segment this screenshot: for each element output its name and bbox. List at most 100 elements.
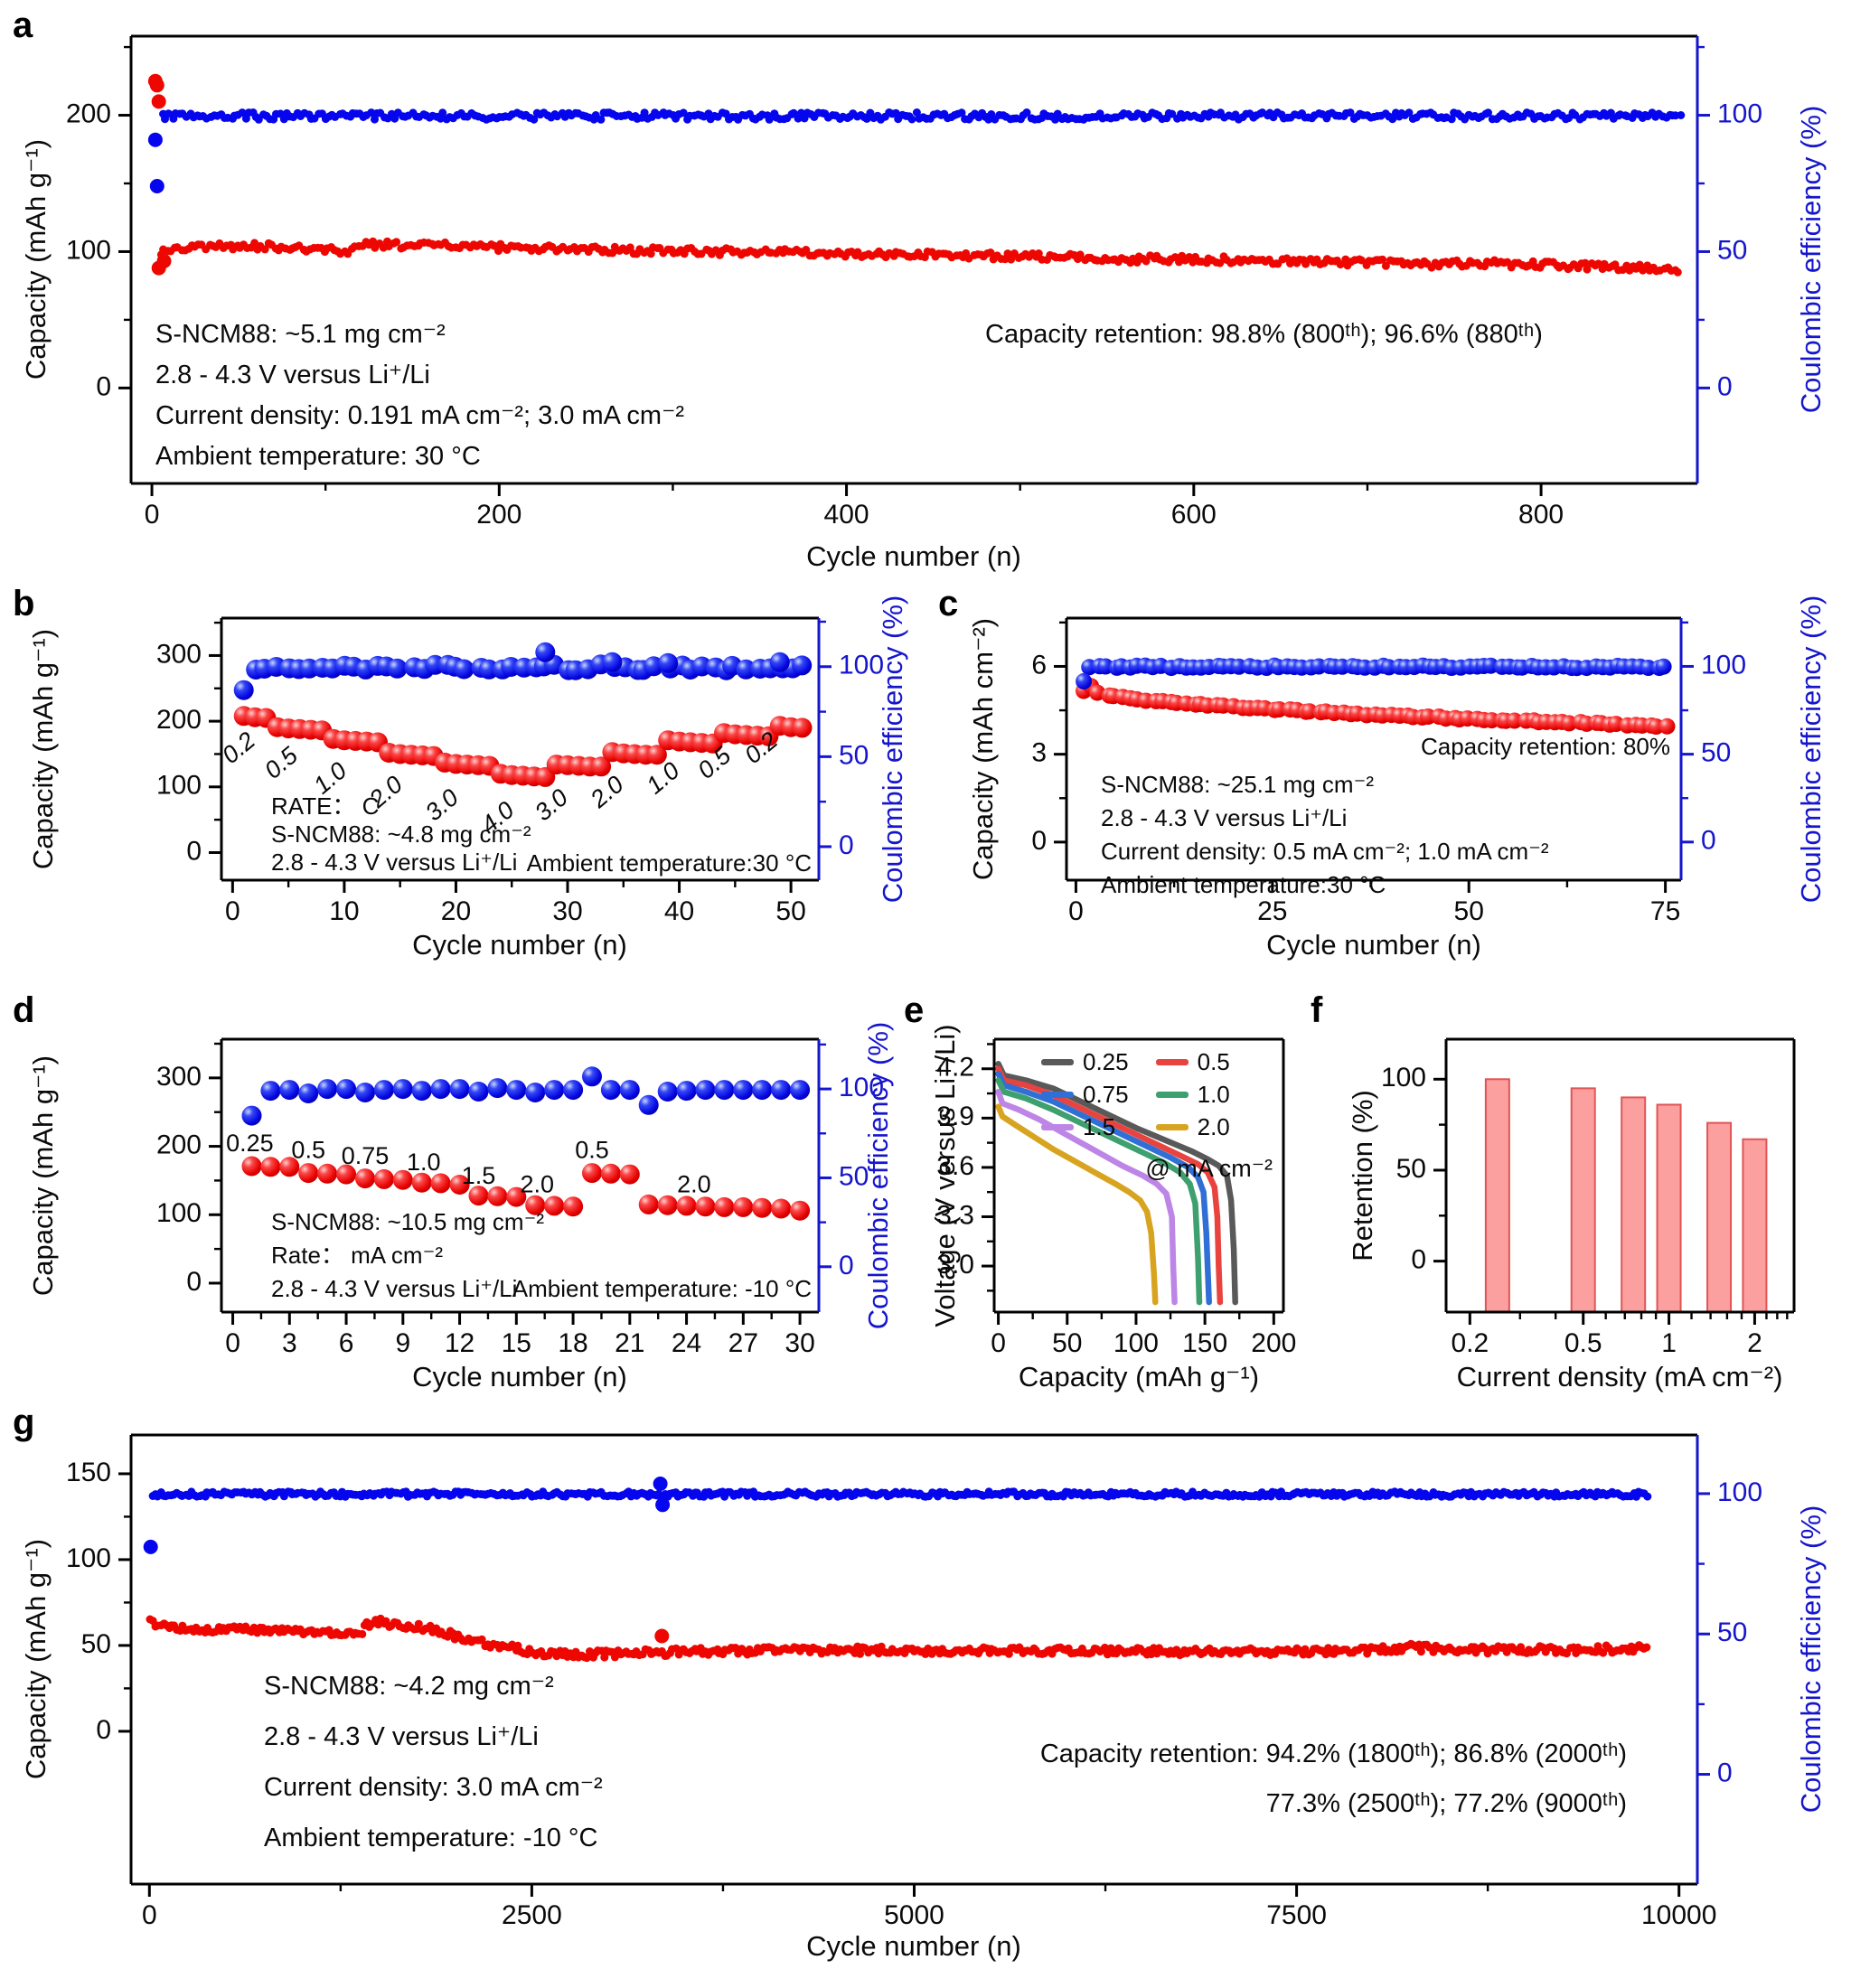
panel-label-c: c — [938, 584, 959, 624]
svg-text:9: 9 — [395, 1328, 410, 1358]
annotation-c-conditions: S-NCM88: ~25.1 mg cm⁻² 2.8 - 4.3 V versu… — [1101, 768, 1549, 902]
svg-text:2500: 2500 — [502, 1900, 562, 1930]
annotation-a-conditions: S-NCM88: ~5.1 mg cm⁻² 2.8 - 4.3 V versus… — [155, 314, 684, 477]
panel-label-f: f — [1311, 990, 1323, 1030]
panel-label-g: g — [13, 1402, 35, 1442]
axis-title-c-capacity: Capacity (mAh cm⁻²) — [967, 617, 999, 881]
svg-text:6: 6 — [1031, 650, 1047, 680]
annotation-line: Ambient temperature:30 °C — [1101, 871, 1386, 898]
annotation-line: Current density: 0.191 mA cm⁻²; 3.0 mA c… — [155, 401, 685, 430]
axis-title-g-x: Cycle number (n) — [806, 1930, 1021, 1962]
annotation-line: Capacity retention: 98.8% (800ᵗʰ); 96.6%… — [985, 320, 1543, 349]
annotation-line: RATE： C — [271, 792, 380, 820]
annotation-line: S-NCM88: ~10.5 mg cm⁻² — [271, 1208, 544, 1235]
svg-text:100: 100 — [839, 651, 884, 680]
svg-text:100: 100 — [1717, 1477, 1762, 1507]
svg-text:0.75: 0.75 — [342, 1142, 390, 1169]
svg-text:0.2: 0.2 — [217, 727, 260, 769]
svg-text:200: 200 — [476, 500, 521, 530]
svg-text:50: 50 — [1701, 738, 1731, 768]
svg-text:800: 800 — [1518, 500, 1564, 530]
axis-title-b-capacity: Capacity (mAh g⁻¹) — [27, 628, 59, 870]
svg-text:75: 75 — [1650, 896, 1680, 926]
svg-text:3.0: 3.0 — [530, 783, 573, 826]
annotation-d-ambient: Ambient temperature: -10 °C — [432, 1272, 812, 1306]
svg-text:18: 18 — [558, 1328, 587, 1358]
svg-text:2: 2 — [1747, 1328, 1762, 1358]
panel-label-e: e — [904, 990, 925, 1030]
annotation-line: Rate： mA cm⁻² — [271, 1242, 443, 1269]
legend-entry-0.5: 0.5 — [1155, 1048, 1230, 1076]
annotation-line: 2.8 - 4.3 V versus Li⁺/Li — [264, 1722, 539, 1751]
svg-text:100: 100 — [1701, 650, 1746, 680]
svg-text:150: 150 — [66, 1458, 111, 1487]
annotation-line: 77.3% (2500ᵗʰ); 77.2% (9000ᵗʰ) — [1265, 1789, 1627, 1818]
legend-units-label: @ mA cm⁻² — [1145, 1155, 1273, 1182]
svg-text:0: 0 — [186, 836, 202, 866]
svg-text:100: 100 — [66, 1543, 111, 1573]
svg-text:0: 0 — [1701, 826, 1716, 856]
axis-title-b-efficiency: Coulombic efficiency (%) — [877, 595, 908, 904]
axis-title-g-efficiency: Coulombic efficiency (%) — [1795, 1505, 1827, 1814]
legend-label: 1.0 — [1197, 1081, 1230, 1108]
annotation-a-retention: Capacity retention: 98.8% (800ᵗʰ); 96.6%… — [985, 314, 1543, 355]
svg-text:3.6: 3.6 — [936, 1151, 974, 1181]
svg-text:0.25: 0.25 — [226, 1130, 274, 1157]
svg-text:0: 0 — [839, 1251, 854, 1280]
annotation-line: Current density: 3.0 mA cm⁻² — [264, 1773, 603, 1802]
annotation-b-conditions: RATE： C S-NCM88: ~4.8 mg cm⁻² 2.8 - 4.3 … — [271, 792, 531, 877]
svg-text:50: 50 — [1454, 896, 1484, 926]
annotation-b-ambient: Ambient temperature:30 °C — [432, 849, 812, 877]
svg-text:1.5: 1.5 — [462, 1162, 496, 1189]
panel-label-b: b — [13, 584, 35, 624]
annotation-line: S-NCM88: ~4.8 mg cm⁻² — [271, 821, 531, 848]
svg-text:100: 100 — [156, 1198, 202, 1228]
svg-text:2.0: 2.0 — [677, 1170, 711, 1197]
axis-title-e-x: Capacity (mAh g⁻¹) — [1018, 1361, 1260, 1393]
svg-text:21: 21 — [615, 1328, 644, 1358]
legend-entry-0.75: 0.75 — [1041, 1081, 1129, 1109]
svg-text:300: 300 — [156, 639, 202, 669]
svg-text:0.2: 0.2 — [1451, 1328, 1489, 1358]
panel-label-a: a — [13, 5, 33, 45]
axis-title-f-retention: Retention (%) — [1347, 1090, 1378, 1261]
annotation-g-retention: Capacity retention: 94.2% (1800ᵗʰ); 86.8… — [994, 1730, 1627, 1829]
svg-text:100: 100 — [1381, 1063, 1426, 1092]
svg-text:4.2: 4.2 — [936, 1053, 974, 1083]
legend-label: 1.5 — [1083, 1113, 1116, 1140]
axis-title-a-efficiency: Coulombic efficiency (%) — [1795, 105, 1827, 414]
svg-text:300: 300 — [156, 1062, 202, 1092]
axis-title-d-x: Cycle number (n) — [412, 1361, 627, 1393]
annotation-line: Ambient temperature: -10 °C — [264, 1824, 598, 1852]
legend: 0.25 0.5 0.75 1.0 1.5 2.0 — [1041, 1048, 1230, 1141]
svg-text:200: 200 — [66, 98, 111, 128]
svg-text:5000: 5000 — [884, 1900, 944, 1930]
svg-text:0: 0 — [145, 500, 160, 530]
svg-text:2.0: 2.0 — [521, 1170, 555, 1197]
legend-swatch — [1041, 1092, 1074, 1098]
svg-text:3: 3 — [282, 1328, 297, 1358]
legend-label: 2.0 — [1197, 1113, 1230, 1140]
legend-swatch — [1155, 1124, 1189, 1130]
annotation-line: 2.8 - 4.3 V versus Li⁺/Li — [155, 361, 430, 389]
annotation-g-conditions: S-NCM88: ~4.2 mg cm⁻² 2.8 - 4.3 V versus… — [264, 1661, 603, 1863]
svg-text:6: 6 — [339, 1328, 354, 1358]
legend-entry-1.5: 1.5 — [1041, 1113, 1129, 1141]
svg-text:50: 50 — [839, 740, 869, 770]
svg-text:3: 3 — [1031, 738, 1047, 768]
svg-text:0: 0 — [1717, 371, 1733, 401]
panel-label-d: d — [13, 990, 35, 1030]
svg-text:0: 0 — [1031, 826, 1047, 856]
svg-text:50: 50 — [1717, 1618, 1747, 1647]
svg-text:0: 0 — [96, 371, 111, 401]
svg-text:0.5: 0.5 — [1564, 1328, 1602, 1358]
axis-title-b-x: Cycle number (n) — [412, 929, 627, 961]
svg-text:0: 0 — [839, 830, 854, 860]
svg-text:7500: 7500 — [1266, 1900, 1327, 1930]
svg-text:30: 30 — [785, 1328, 814, 1358]
svg-text:0: 0 — [1068, 896, 1084, 926]
svg-text:200: 200 — [1251, 1328, 1296, 1358]
legend-swatch — [1041, 1059, 1074, 1065]
axis-title-c-efficiency: Coulombic efficiency (%) — [1795, 595, 1827, 904]
